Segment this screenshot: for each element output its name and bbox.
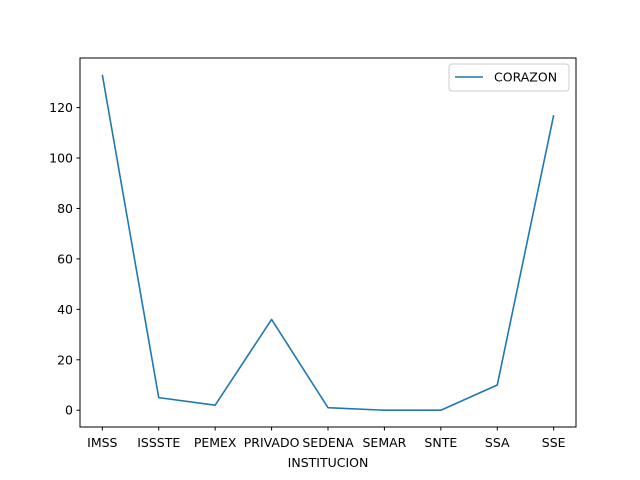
y-tick-label: 120 <box>49 100 73 115</box>
x-tick-label: ISSSTE <box>137 435 180 450</box>
y-tick-label: 0 <box>65 403 73 418</box>
legend: CORAZON <box>448 63 570 92</box>
y-tick-label: 40 <box>57 302 73 317</box>
y-axis: 0 20 40 60 80 100 120 <box>49 100 80 418</box>
x-tick-label: IMSS <box>87 435 117 450</box>
plot-frame <box>79 57 577 428</box>
y-tick-label: 100 <box>49 151 73 166</box>
x-tick-label: SNTE <box>424 435 457 450</box>
x-tick-label: PEMEX <box>194 435 237 450</box>
x-tick-label: SSA <box>485 435 510 450</box>
series-layer <box>101 74 555 412</box>
x-tick-label: SEMAR <box>362 435 406 450</box>
x-tick-label: PRIVADO <box>244 435 300 450</box>
y-tick-label: 20 <box>57 352 73 367</box>
x-tick-label: SSE <box>542 435 566 450</box>
x-axis: IMSS ISSSTE PEMEX PRIVADO SEDENA SEMAR SNTE SSA… <box>87 427 566 450</box>
series-line <box>101 74 555 412</box>
y-tick-label: 80 <box>57 201 73 216</box>
x-tick-label: SEDENA <box>302 435 354 450</box>
y-tick-label: 60 <box>57 251 73 266</box>
legend-entry-label: CORAZON <box>494 70 557 85</box>
x-axis-label: INSTITUCION <box>288 455 369 470</box>
plot-area <box>80 58 576 427</box>
legend-frame <box>448 63 570 92</box>
